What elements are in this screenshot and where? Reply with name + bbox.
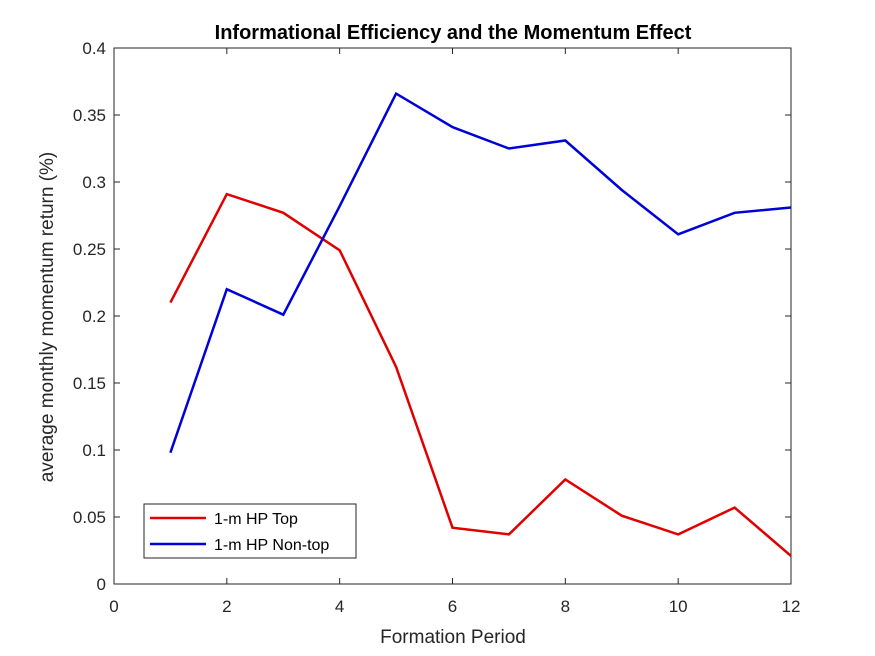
legend-box (143, 503, 357, 559)
legend-label-1: 1-m HP Top (214, 511, 298, 528)
x-axis-label: Formation Period (380, 627, 526, 648)
y-tick-label: 0 (97, 575, 106, 594)
y-tick-label: 0.05 (73, 508, 106, 527)
legend: 1-m HP Top 1-m HP Non-top (143, 503, 357, 559)
y-tick-label: 0.25 (73, 240, 106, 259)
chart-title: Informational Efficiency and the Momentu… (215, 22, 692, 44)
x-tick-label: 6 (448, 597, 457, 616)
y-tick-label: 0.1 (82, 441, 106, 460)
x-tick-label: 2 (222, 597, 231, 616)
axes-box (113, 47, 792, 585)
y-tick-label: 0.3 (82, 173, 106, 192)
y-tick-label: 0.35 (73, 106, 106, 125)
series-line-1 (169, 192, 792, 557)
x-tick-label: 4 (335, 597, 344, 616)
x-tick-label: 12 (782, 597, 801, 616)
y-tick-label: 0.15 (73, 374, 106, 393)
legend-label-2: 1-m HP Non-top (214, 537, 329, 554)
y-tick-label: 0.4 (82, 39, 106, 58)
plot-area: 0 2 4 6 8 10 12 0 0.05 0.1 0.15 0.2 0.25 0.3 0.35 0.4 (73, 39, 801, 616)
series-line-2 (169, 91, 792, 454)
x-tick-label: 8 (561, 597, 570, 616)
x-tick-label: 0 (109, 597, 118, 616)
y-axis-label: average monthly momentum return (%) (37, 152, 58, 483)
x-tick-label: 10 (669, 597, 688, 616)
y-tick-label: 0.2 (82, 307, 106, 326)
